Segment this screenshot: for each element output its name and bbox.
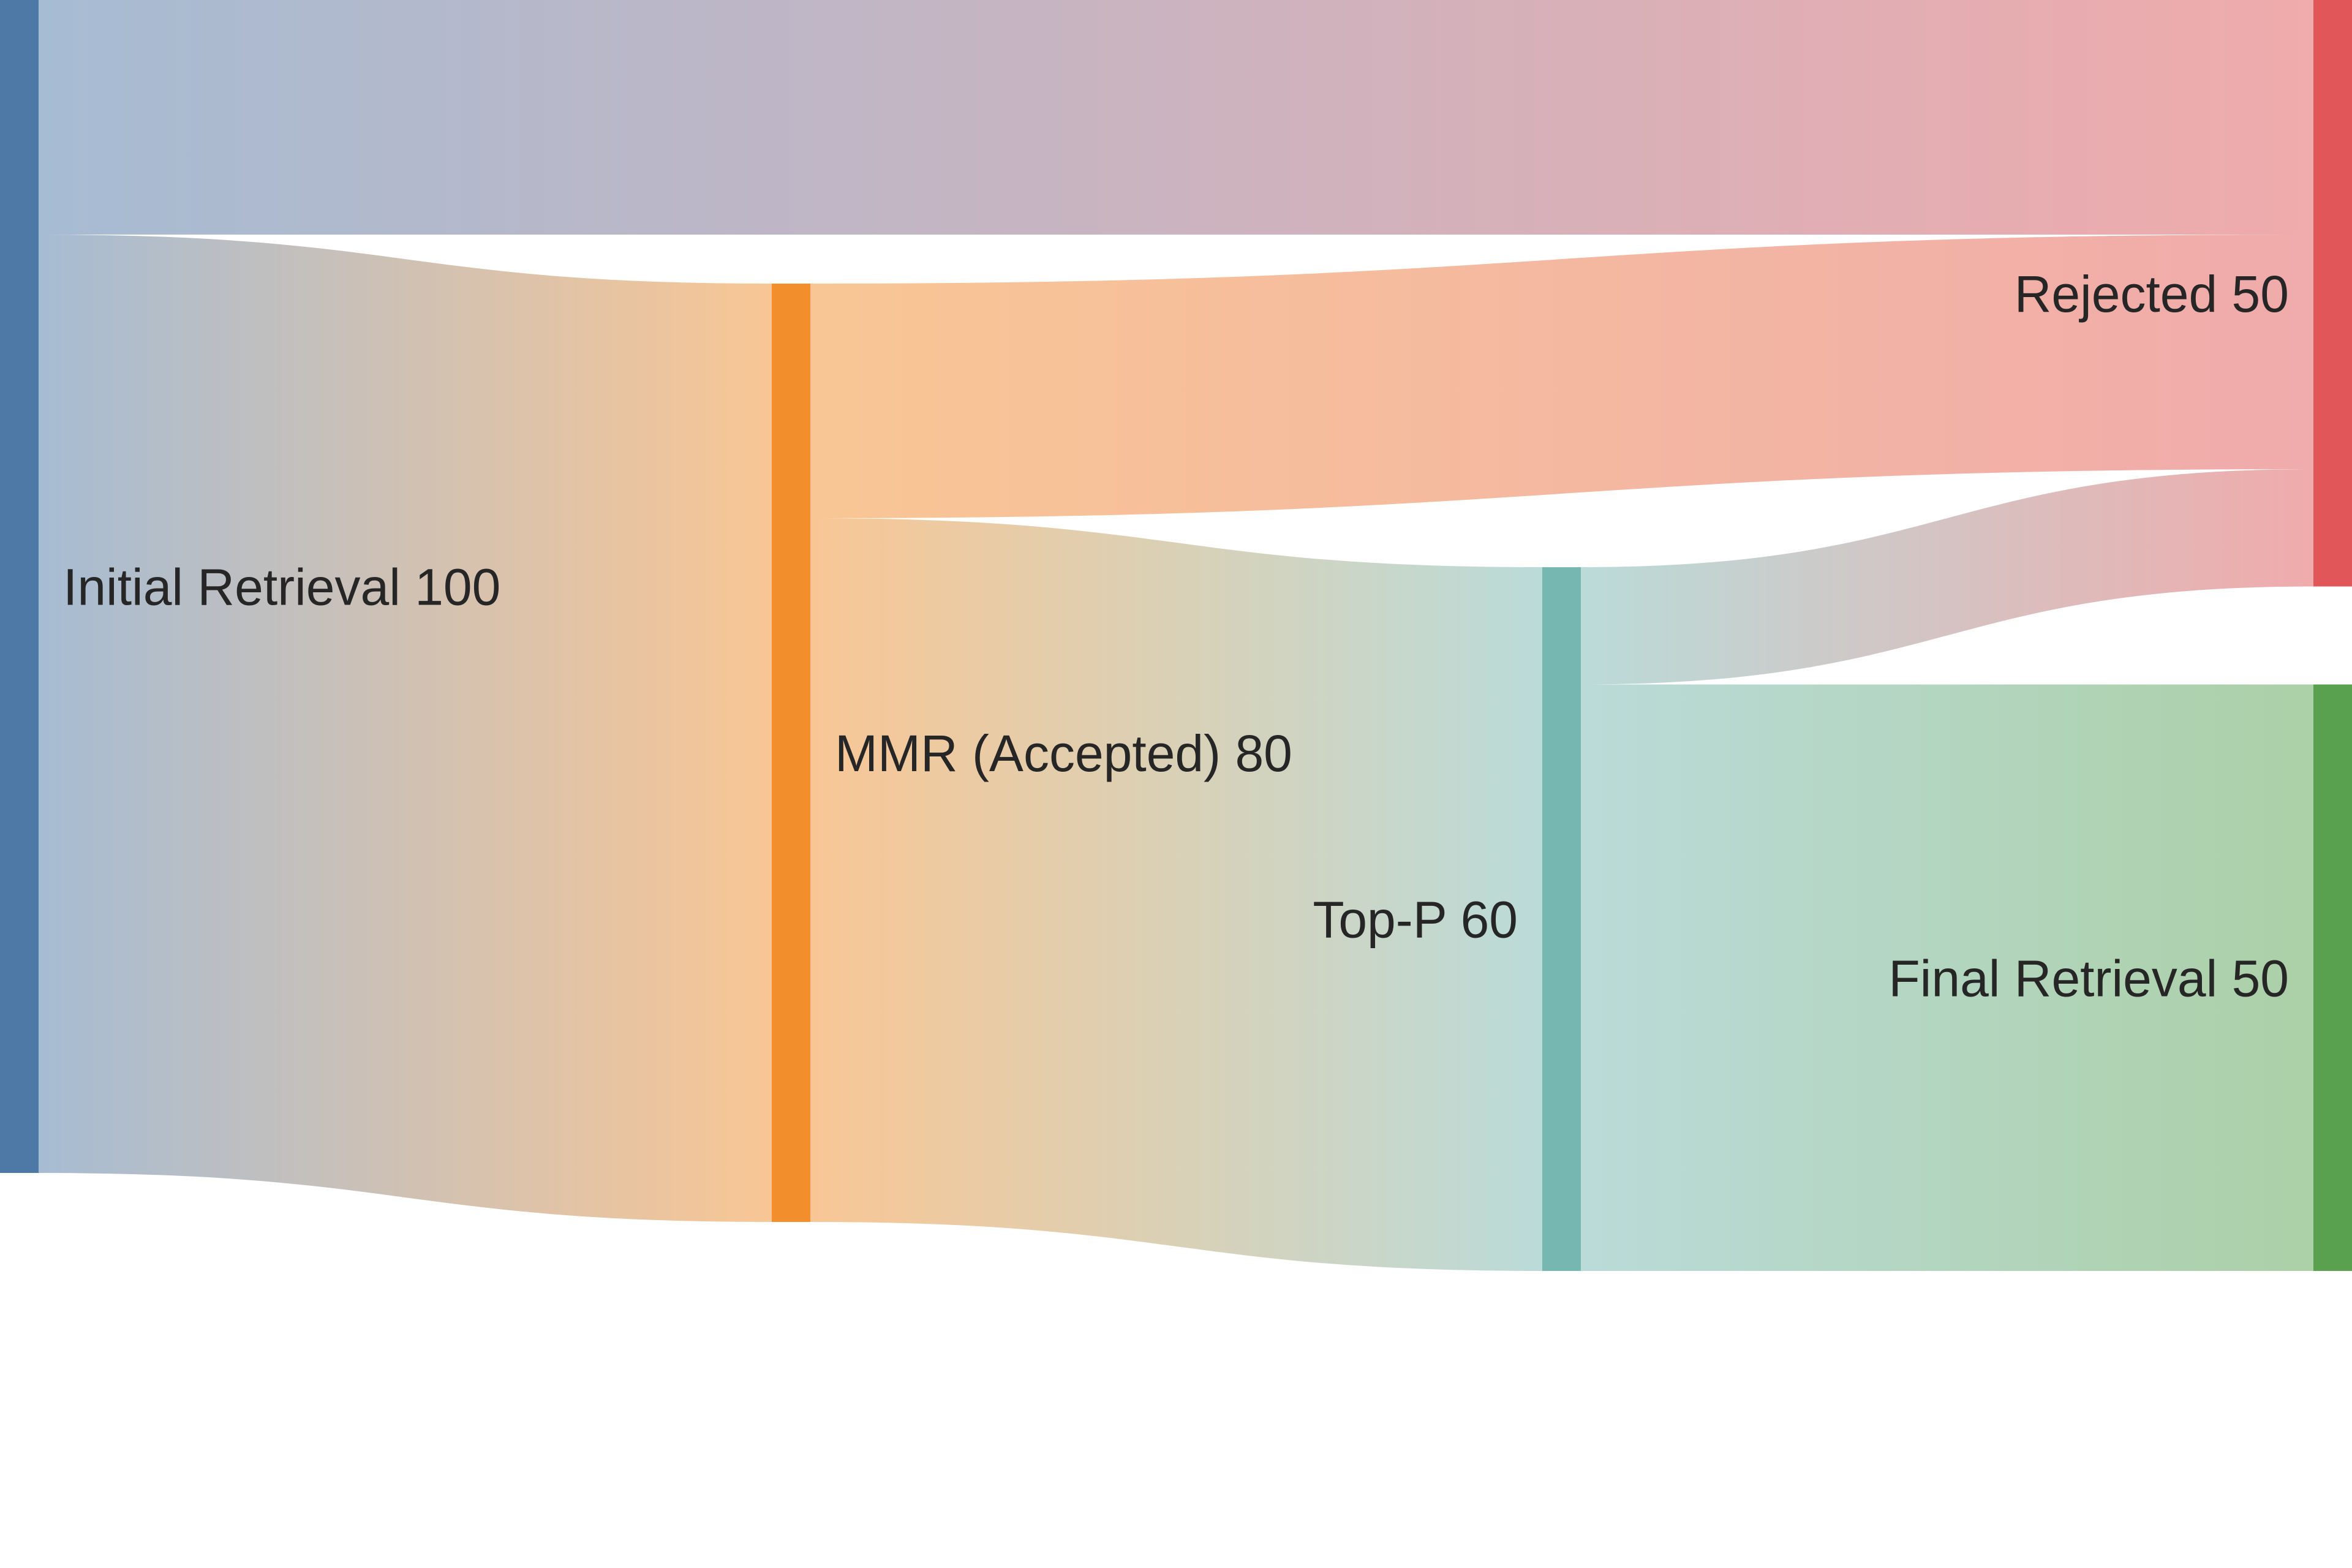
node-label-mmr: MMR (Accepted) 80	[835, 725, 1292, 782]
node-initial	[0, 0, 39, 1173]
node-label-rejected: Rejected 50	[2015, 265, 2289, 323]
node-final	[2313, 684, 2352, 1271]
nodes-layer	[0, 0, 2352, 1271]
links-layer	[39, 0, 2313, 1271]
node-label-initial: Initial Retrieval 100	[63, 559, 500, 616]
node-label-topp: Top-P 60	[1313, 891, 1518, 949]
node-label-final: Final Retrieval 50	[1888, 949, 2289, 1007]
node-mmr	[772, 284, 810, 1222]
link-initial-to-rejected	[39, 0, 2313, 235]
link-topp-to-rejected	[1581, 469, 2313, 685]
labels-layer: Initial Retrieval 100 MMR (Accepted) 80 To…	[63, 265, 2289, 1008]
node-topp	[1542, 567, 1581, 1271]
link-topp-to-final	[1581, 684, 2313, 1271]
link-mmr-to-rejected	[810, 235, 2313, 518]
node-rejected	[2313, 0, 2352, 587]
link-initial-to-mmr	[39, 235, 772, 1222]
link-mmr-to-topp	[810, 518, 1542, 1271]
